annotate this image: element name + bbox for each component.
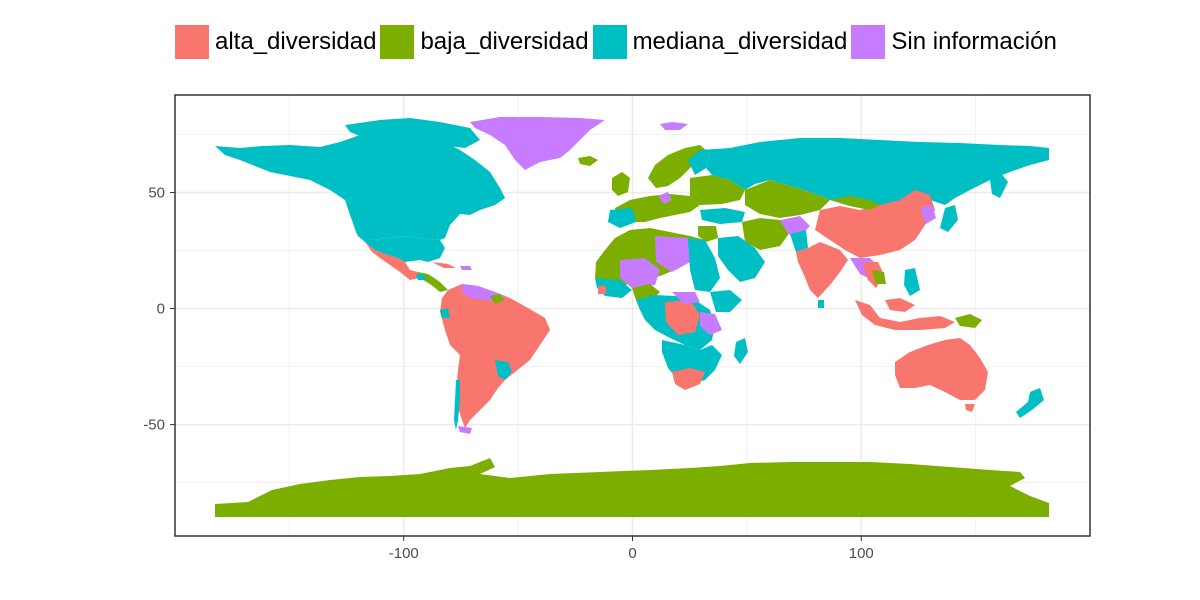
- mexico: [365, 242, 420, 280]
- australia: [895, 338, 988, 400]
- x-tick-label: 100: [849, 545, 874, 562]
- ethiopia-horn: [710, 290, 742, 312]
- legend-item-sin-info: Sin información: [851, 25, 1057, 59]
- indonesia: [855, 300, 955, 330]
- iceland: [578, 156, 598, 166]
- countries: [215, 117, 1049, 517]
- legend-swatch-baja: [380, 25, 415, 59]
- canada: [215, 130, 505, 240]
- india: [796, 242, 848, 298]
- axes: -100 0 100 50 0 -50: [143, 184, 873, 562]
- legend-item-baja: baja_diversidad: [380, 25, 589, 59]
- greenland: [470, 117, 605, 170]
- tanzania: [700, 312, 722, 335]
- paraguay-uruguay: [495, 360, 512, 380]
- west-africa-alta: [598, 286, 606, 294]
- western-europe: [615, 194, 700, 222]
- legend-label-mediana: mediana_diversidad: [632, 28, 848, 55]
- arabia: [718, 236, 765, 282]
- iran-region: [742, 218, 790, 250]
- central-america: [418, 272, 448, 292]
- korea-japan: [920, 205, 936, 224]
- egypt-sudan: [688, 238, 720, 292]
- south-africa: [672, 368, 705, 390]
- tierra-del-fuego: [458, 426, 472, 434]
- cuba: [432, 262, 456, 268]
- iberia: [608, 208, 636, 228]
- legend-label-baja: baja_diversidad: [420, 28, 589, 55]
- svalbard: [660, 122, 688, 130]
- x-tick-label: 0: [628, 545, 636, 562]
- philippines: [904, 268, 920, 296]
- mali-niger: [620, 258, 660, 288]
- russia: [700, 138, 1049, 210]
- papua-new-guinea: [955, 314, 982, 328]
- caribbean: [460, 266, 472, 270]
- brazil-region: [440, 284, 550, 428]
- guatemala: [416, 274, 426, 280]
- antarctica: [215, 458, 1049, 517]
- car-sudan: [672, 292, 700, 304]
- madagascar: [734, 338, 748, 364]
- kazakhstan: [745, 180, 830, 218]
- legend-item-alta: alta_diversidad: [175, 25, 376, 59]
- pakistan: [790, 230, 808, 252]
- scandinavia: [648, 145, 708, 188]
- eastern-europe: [690, 175, 745, 205]
- japan: [940, 205, 958, 232]
- middle-east-west: [698, 226, 718, 242]
- uk: [612, 172, 630, 196]
- y-tick-label: 0: [157, 301, 165, 318]
- kamchatka: [990, 172, 1008, 198]
- turkey-caucasus: [700, 208, 745, 224]
- tasmania: [965, 404, 975, 412]
- legend-swatch-alta: [175, 25, 209, 59]
- new-zealand: [1016, 388, 1044, 418]
- legend-swatch-sin-info: [851, 25, 886, 59]
- legend-label-alta: alta_diversidad: [215, 28, 377, 55]
- mongolia: [830, 196, 880, 210]
- indochina-green: [872, 270, 886, 284]
- arctic-islands: [345, 118, 480, 148]
- italy-balkans: [658, 192, 672, 204]
- legend-swatch-mediana: [592, 25, 627, 59]
- libya-chad: [655, 236, 690, 272]
- y-tick-label: -50: [143, 417, 165, 434]
- chile: [454, 380, 460, 430]
- legend: alta_diversidad baja_diversidad mediana_…: [175, 24, 1061, 60]
- guyana: [490, 294, 505, 304]
- malaysia: [885, 298, 915, 312]
- legend-item-mediana: mediana_diversidad: [592, 25, 848, 59]
- ecuador: [440, 308, 450, 318]
- y-tick-label: 50: [148, 184, 165, 201]
- legend-label-sin-info: Sin información: [891, 28, 1057, 55]
- china-region: [815, 190, 935, 258]
- congo: [665, 300, 700, 335]
- finland: [688, 150, 710, 175]
- united-states: [354, 226, 445, 262]
- sri-lanka: [818, 300, 824, 308]
- x-tick-label: -100: [389, 545, 419, 562]
